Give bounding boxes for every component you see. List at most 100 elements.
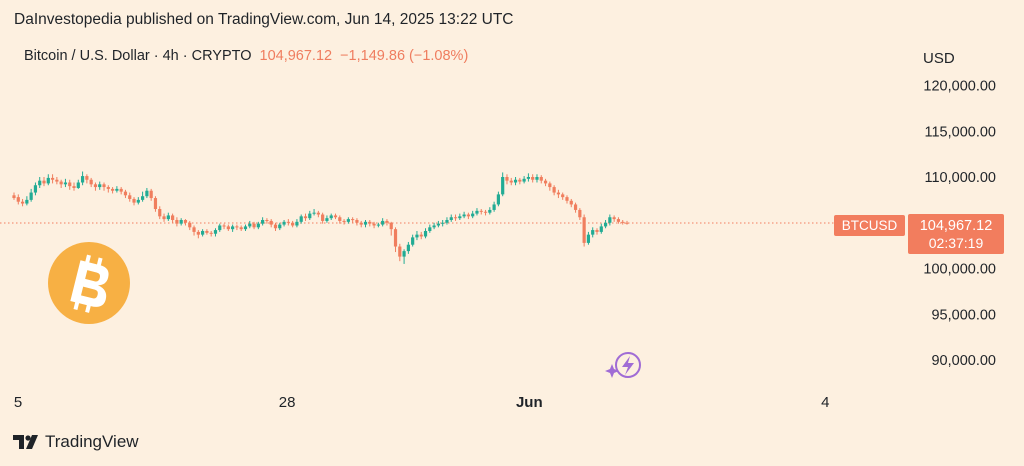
candle xyxy=(278,222,282,231)
candle xyxy=(273,222,278,231)
candle xyxy=(475,208,479,216)
candle xyxy=(46,174,50,186)
candle-body xyxy=(475,210,479,214)
candle xyxy=(531,174,535,183)
candle xyxy=(333,213,338,220)
candle-body xyxy=(338,217,342,221)
candle-body xyxy=(428,227,432,231)
candle xyxy=(192,225,196,236)
symbol-label[interactable]: Bitcoin / U.S. Dollar · 4h · CRYPTO xyxy=(24,48,252,64)
candle xyxy=(243,224,248,231)
candle xyxy=(428,224,432,233)
candle xyxy=(316,210,320,218)
candle xyxy=(80,171,85,186)
candle xyxy=(522,176,526,184)
candle-body xyxy=(149,190,153,199)
price-axis[interactable]: 120,000.00 115,000.00 110,000.00 100,000.00… xyxy=(923,79,996,370)
candle xyxy=(526,173,531,182)
candle-body xyxy=(196,231,200,235)
candle-body xyxy=(393,229,398,247)
candle xyxy=(449,214,453,222)
tradingview-brand-text: TradingView xyxy=(45,432,139,451)
candle-body xyxy=(226,226,230,230)
currency-label[interactable]: USD xyxy=(923,50,955,67)
candle-body xyxy=(106,187,110,189)
candle xyxy=(561,192,565,200)
candle-body xyxy=(599,226,603,232)
candle xyxy=(419,231,423,240)
price-tag-bg xyxy=(908,214,1004,254)
candle-body xyxy=(479,210,483,212)
candle-body xyxy=(462,214,466,217)
candle xyxy=(188,220,192,231)
candle-body xyxy=(608,217,612,223)
candle xyxy=(235,224,239,231)
candle xyxy=(102,182,106,191)
candle-body xyxy=(573,204,578,210)
candle xyxy=(265,218,269,224)
candle-body xyxy=(621,221,625,223)
candle xyxy=(381,218,385,227)
candle-body xyxy=(291,222,295,226)
candle-body xyxy=(59,181,63,185)
candle-body xyxy=(153,198,158,210)
candle xyxy=(145,187,149,199)
candle-body xyxy=(171,215,175,221)
candle xyxy=(261,217,265,226)
candle-body xyxy=(398,246,402,257)
candle-body xyxy=(556,192,561,195)
candle xyxy=(411,234,415,247)
candle xyxy=(612,215,616,222)
candle xyxy=(183,219,188,226)
candle-body xyxy=(372,223,376,226)
candle xyxy=(303,213,308,221)
candle xyxy=(359,220,363,228)
candle xyxy=(342,219,346,225)
candle xyxy=(406,241,410,254)
candle xyxy=(385,219,389,226)
candle xyxy=(389,221,393,236)
candle-body xyxy=(136,199,140,203)
candle xyxy=(269,219,273,228)
candle xyxy=(505,174,509,185)
time-axis[interactable]: 528Jun471013161922 xyxy=(14,394,1024,411)
candle-body xyxy=(213,230,218,234)
candle xyxy=(55,177,59,185)
lightning-badge-icon[interactable] xyxy=(605,352,641,378)
candle-body xyxy=(38,180,42,186)
candle-body xyxy=(20,201,25,204)
candle-body xyxy=(522,178,526,182)
candle xyxy=(355,218,359,226)
candle-body xyxy=(299,216,303,222)
candle-body xyxy=(436,223,440,226)
candle-body xyxy=(145,190,149,197)
candle xyxy=(321,212,325,224)
candle xyxy=(20,198,25,207)
candle xyxy=(59,179,63,188)
candle-body xyxy=(411,237,415,245)
candle xyxy=(171,213,175,223)
candle-body xyxy=(316,212,320,215)
candle xyxy=(492,201,496,212)
time-tick-label: 5 xyxy=(14,394,22,411)
candle-body xyxy=(295,221,299,226)
candle-body xyxy=(565,197,569,201)
candle xyxy=(205,229,209,235)
candle xyxy=(436,220,440,228)
candle-body xyxy=(531,177,535,180)
candle-body xyxy=(312,212,316,214)
candle xyxy=(29,188,33,202)
candle-body xyxy=(432,225,436,228)
candle-body xyxy=(415,234,419,238)
candle-body xyxy=(543,180,548,184)
tradingview-logo[interactable]: TradingView xyxy=(13,432,139,452)
candle-body xyxy=(273,224,278,229)
candle xyxy=(599,223,603,234)
candle xyxy=(72,182,76,191)
candle xyxy=(513,177,518,186)
candle xyxy=(556,189,561,199)
price-tick-label: 110,000.00 xyxy=(925,170,997,186)
candle xyxy=(608,214,612,226)
candle xyxy=(573,202,578,213)
